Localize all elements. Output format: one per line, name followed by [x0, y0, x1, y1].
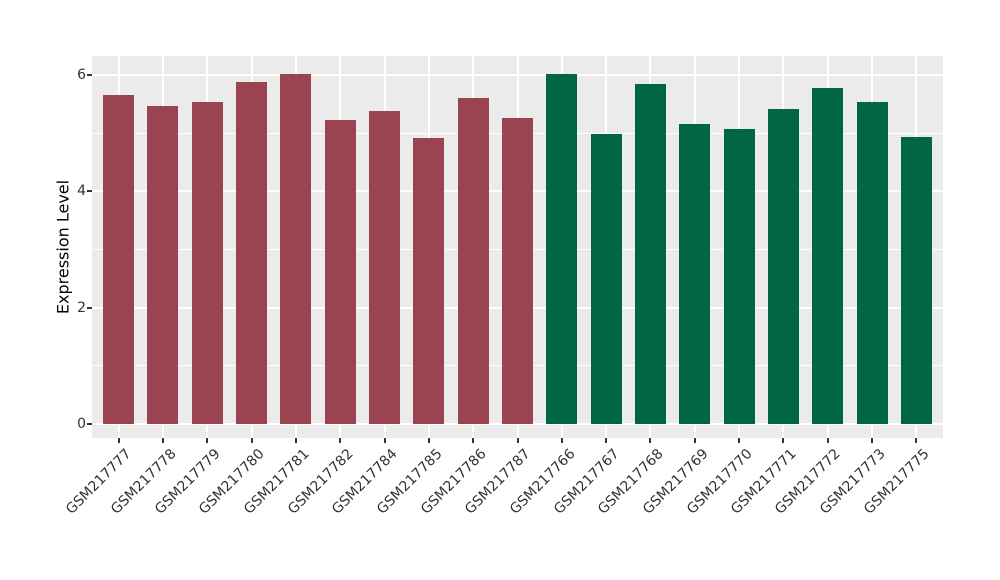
x-tick-mark	[649, 438, 652, 443]
x-tick-mark	[117, 438, 120, 443]
bar	[634, 83, 666, 424]
y-tick-label: 4	[77, 183, 86, 200]
x-tick-mark	[427, 438, 430, 443]
bar	[280, 73, 312, 424]
plot-panel	[92, 56, 943, 438]
y-tick-label: 0	[77, 416, 86, 432]
y-tick-label: 6	[77, 66, 86, 83]
bar	[191, 101, 223, 424]
x-tick-mark	[206, 438, 209, 443]
x-tick-mark	[294, 438, 297, 443]
x-tick-mark	[250, 438, 253, 443]
bar	[900, 137, 932, 424]
bar	[812, 88, 844, 424]
x-tick-mark	[693, 438, 696, 443]
bar	[457, 97, 489, 424]
bar	[546, 73, 578, 424]
x-tick-mark	[871, 438, 874, 443]
x-tick-mark	[339, 438, 342, 443]
x-tick-mark	[161, 438, 164, 443]
bar	[679, 124, 711, 424]
x-tick-mark	[826, 438, 829, 443]
y-tick-mark	[87, 423, 92, 425]
x-tick-mark	[383, 438, 386, 443]
x-tick-mark	[738, 438, 741, 443]
bar	[767, 108, 799, 424]
bar	[147, 105, 179, 424]
bar	[856, 101, 888, 424]
x-tick-mark	[516, 438, 519, 443]
bar	[236, 82, 268, 424]
x-tick-mark	[605, 438, 608, 443]
y-tick-mark	[87, 190, 92, 193]
bar	[369, 110, 401, 424]
bar	[502, 118, 533, 424]
x-tick-mark	[472, 438, 475, 443]
y-tick-label: 2	[77, 299, 86, 316]
x-tick-mark	[560, 438, 563, 443]
bar	[590, 133, 622, 424]
bar	[413, 138, 445, 424]
bar	[324, 119, 356, 424]
bar	[723, 128, 755, 424]
y-axis-title: Expression Level	[53, 179, 73, 315]
bar	[103, 94, 135, 424]
y-tick-mark	[87, 306, 92, 309]
x-tick-mark	[915, 438, 918, 443]
y-tick-mark	[87, 73, 92, 76]
x-tick-mark	[782, 438, 785, 443]
